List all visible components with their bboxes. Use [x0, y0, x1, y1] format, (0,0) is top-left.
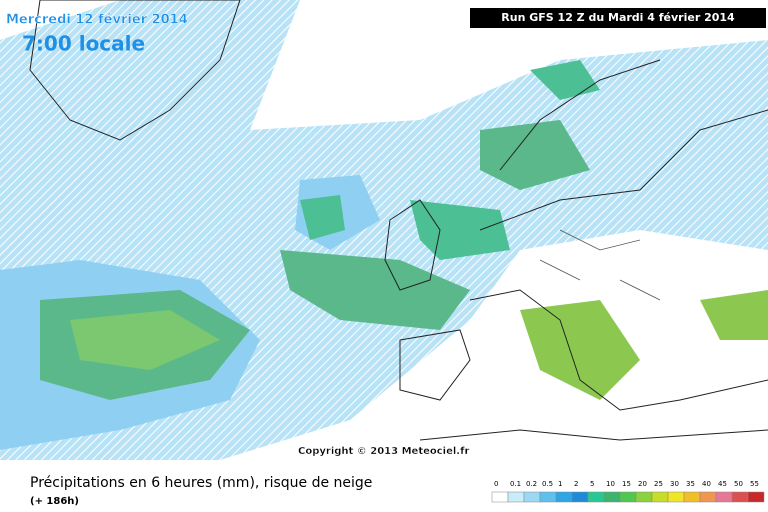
precip-zone	[700, 290, 768, 340]
legend: 0 0.1 0.2 0.5 1 2 5 10 15 20 25 30 35 40 45 50 55	[491, 480, 765, 503]
legend-label: 0	[494, 480, 498, 488]
run-box	[470, 8, 766, 28]
legend-swatch	[715, 491, 733, 503]
date-label: Mercredi 12 février 2014	[6, 13, 188, 28]
time-label: 7:00 locale	[22, 32, 145, 56]
legend-swatch	[555, 491, 573, 503]
legend-swatch	[635, 491, 653, 503]
legend-label: 40	[702, 480, 711, 488]
legend-label: 55	[750, 480, 759, 488]
legend-swatch	[539, 491, 557, 503]
legend-label: 5	[590, 480, 594, 488]
legend-swatch	[571, 491, 589, 503]
legend-swatch	[747, 491, 765, 503]
map	[0, 0, 768, 462]
legend-label: 0.2	[526, 480, 537, 488]
legend-label: 35	[686, 480, 695, 488]
legend-swatch	[651, 491, 669, 503]
precip-zone	[530, 60, 600, 100]
legend-label: 50	[734, 480, 743, 488]
legend-label: 20	[638, 480, 647, 488]
legend-label: 30	[670, 480, 679, 488]
precip-zone	[280, 250, 470, 330]
copyright: Copyright © 2013 Meteociel.fr	[298, 446, 469, 457]
precip-zone	[70, 310, 220, 370]
legend-swatch	[523, 491, 541, 503]
legend-swatch	[491, 491, 509, 503]
footer-title: Précipitations en 6 heures (mm), risque …	[30, 475, 372, 491]
legend-label: 15	[622, 480, 631, 488]
precip-zone	[410, 200, 510, 260]
coastline	[29, 0, 241, 141]
precip-zone	[300, 195, 345, 240]
coastline	[469, 59, 768, 411]
coastline	[419, 429, 768, 441]
legend-swatch	[731, 491, 749, 503]
legend-swatch	[683, 491, 701, 503]
coastline	[384, 199, 441, 291]
legend-swatch	[587, 491, 605, 503]
legend-swatch	[507, 491, 525, 503]
legend-label: 25	[654, 480, 663, 488]
border	[539, 229, 661, 301]
legend-label: 0.5	[542, 480, 553, 488]
coastline	[399, 329, 471, 401]
legend-label: 10	[606, 480, 615, 488]
legend-label: 0.1	[510, 480, 521, 488]
run-label: Run GFS 12 Z du Mardi 4 février 2014	[501, 11, 735, 24]
legend-swatch	[699, 491, 717, 503]
precip-zone	[480, 120, 590, 190]
legend-swatch	[603, 491, 621, 503]
legend-swatch	[667, 491, 685, 503]
legend-swatch	[619, 491, 637, 503]
precip-zone	[520, 300, 640, 400]
legend-label: 45	[718, 480, 727, 488]
legend-label: 2	[574, 480, 578, 488]
footer-lead: (+ 186h)	[30, 496, 79, 507]
legend-label: 1	[558, 480, 562, 488]
